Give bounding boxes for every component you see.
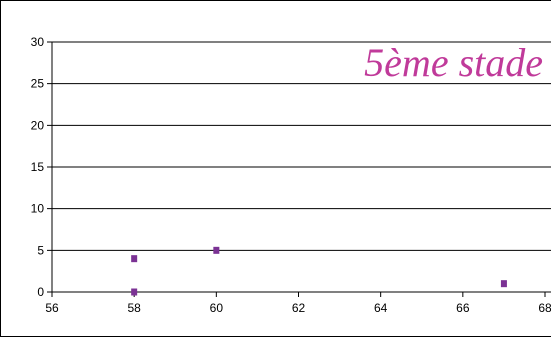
y-tick-label-10: 10	[31, 202, 45, 216]
x-tick-label-56: 56	[45, 301, 59, 315]
x-tick-label-62: 62	[292, 301, 306, 315]
chart-title: 5ème stade	[364, 40, 543, 85]
y-tick-label-20: 20	[31, 118, 45, 132]
x-tick-label-60: 60	[210, 301, 224, 315]
y-tick-label-5: 5	[37, 243, 44, 257]
x-tick-label-66: 66	[456, 301, 470, 315]
y-tick-label-30: 30	[31, 35, 45, 49]
x-tick-label-58: 58	[127, 301, 141, 315]
data-point-0-3	[501, 280, 507, 287]
data-point-0-0	[131, 255, 137, 262]
data-point-0-2	[213, 247, 219, 254]
y-tick-label-15: 15	[31, 160, 45, 174]
x-tick-label-68: 68	[538, 301, 551, 315]
data-point-0-1	[131, 289, 137, 296]
y-tick-label-0: 0	[37, 285, 44, 299]
y-tick-label-25: 25	[31, 77, 45, 91]
x-tick-label-64: 64	[374, 301, 388, 315]
